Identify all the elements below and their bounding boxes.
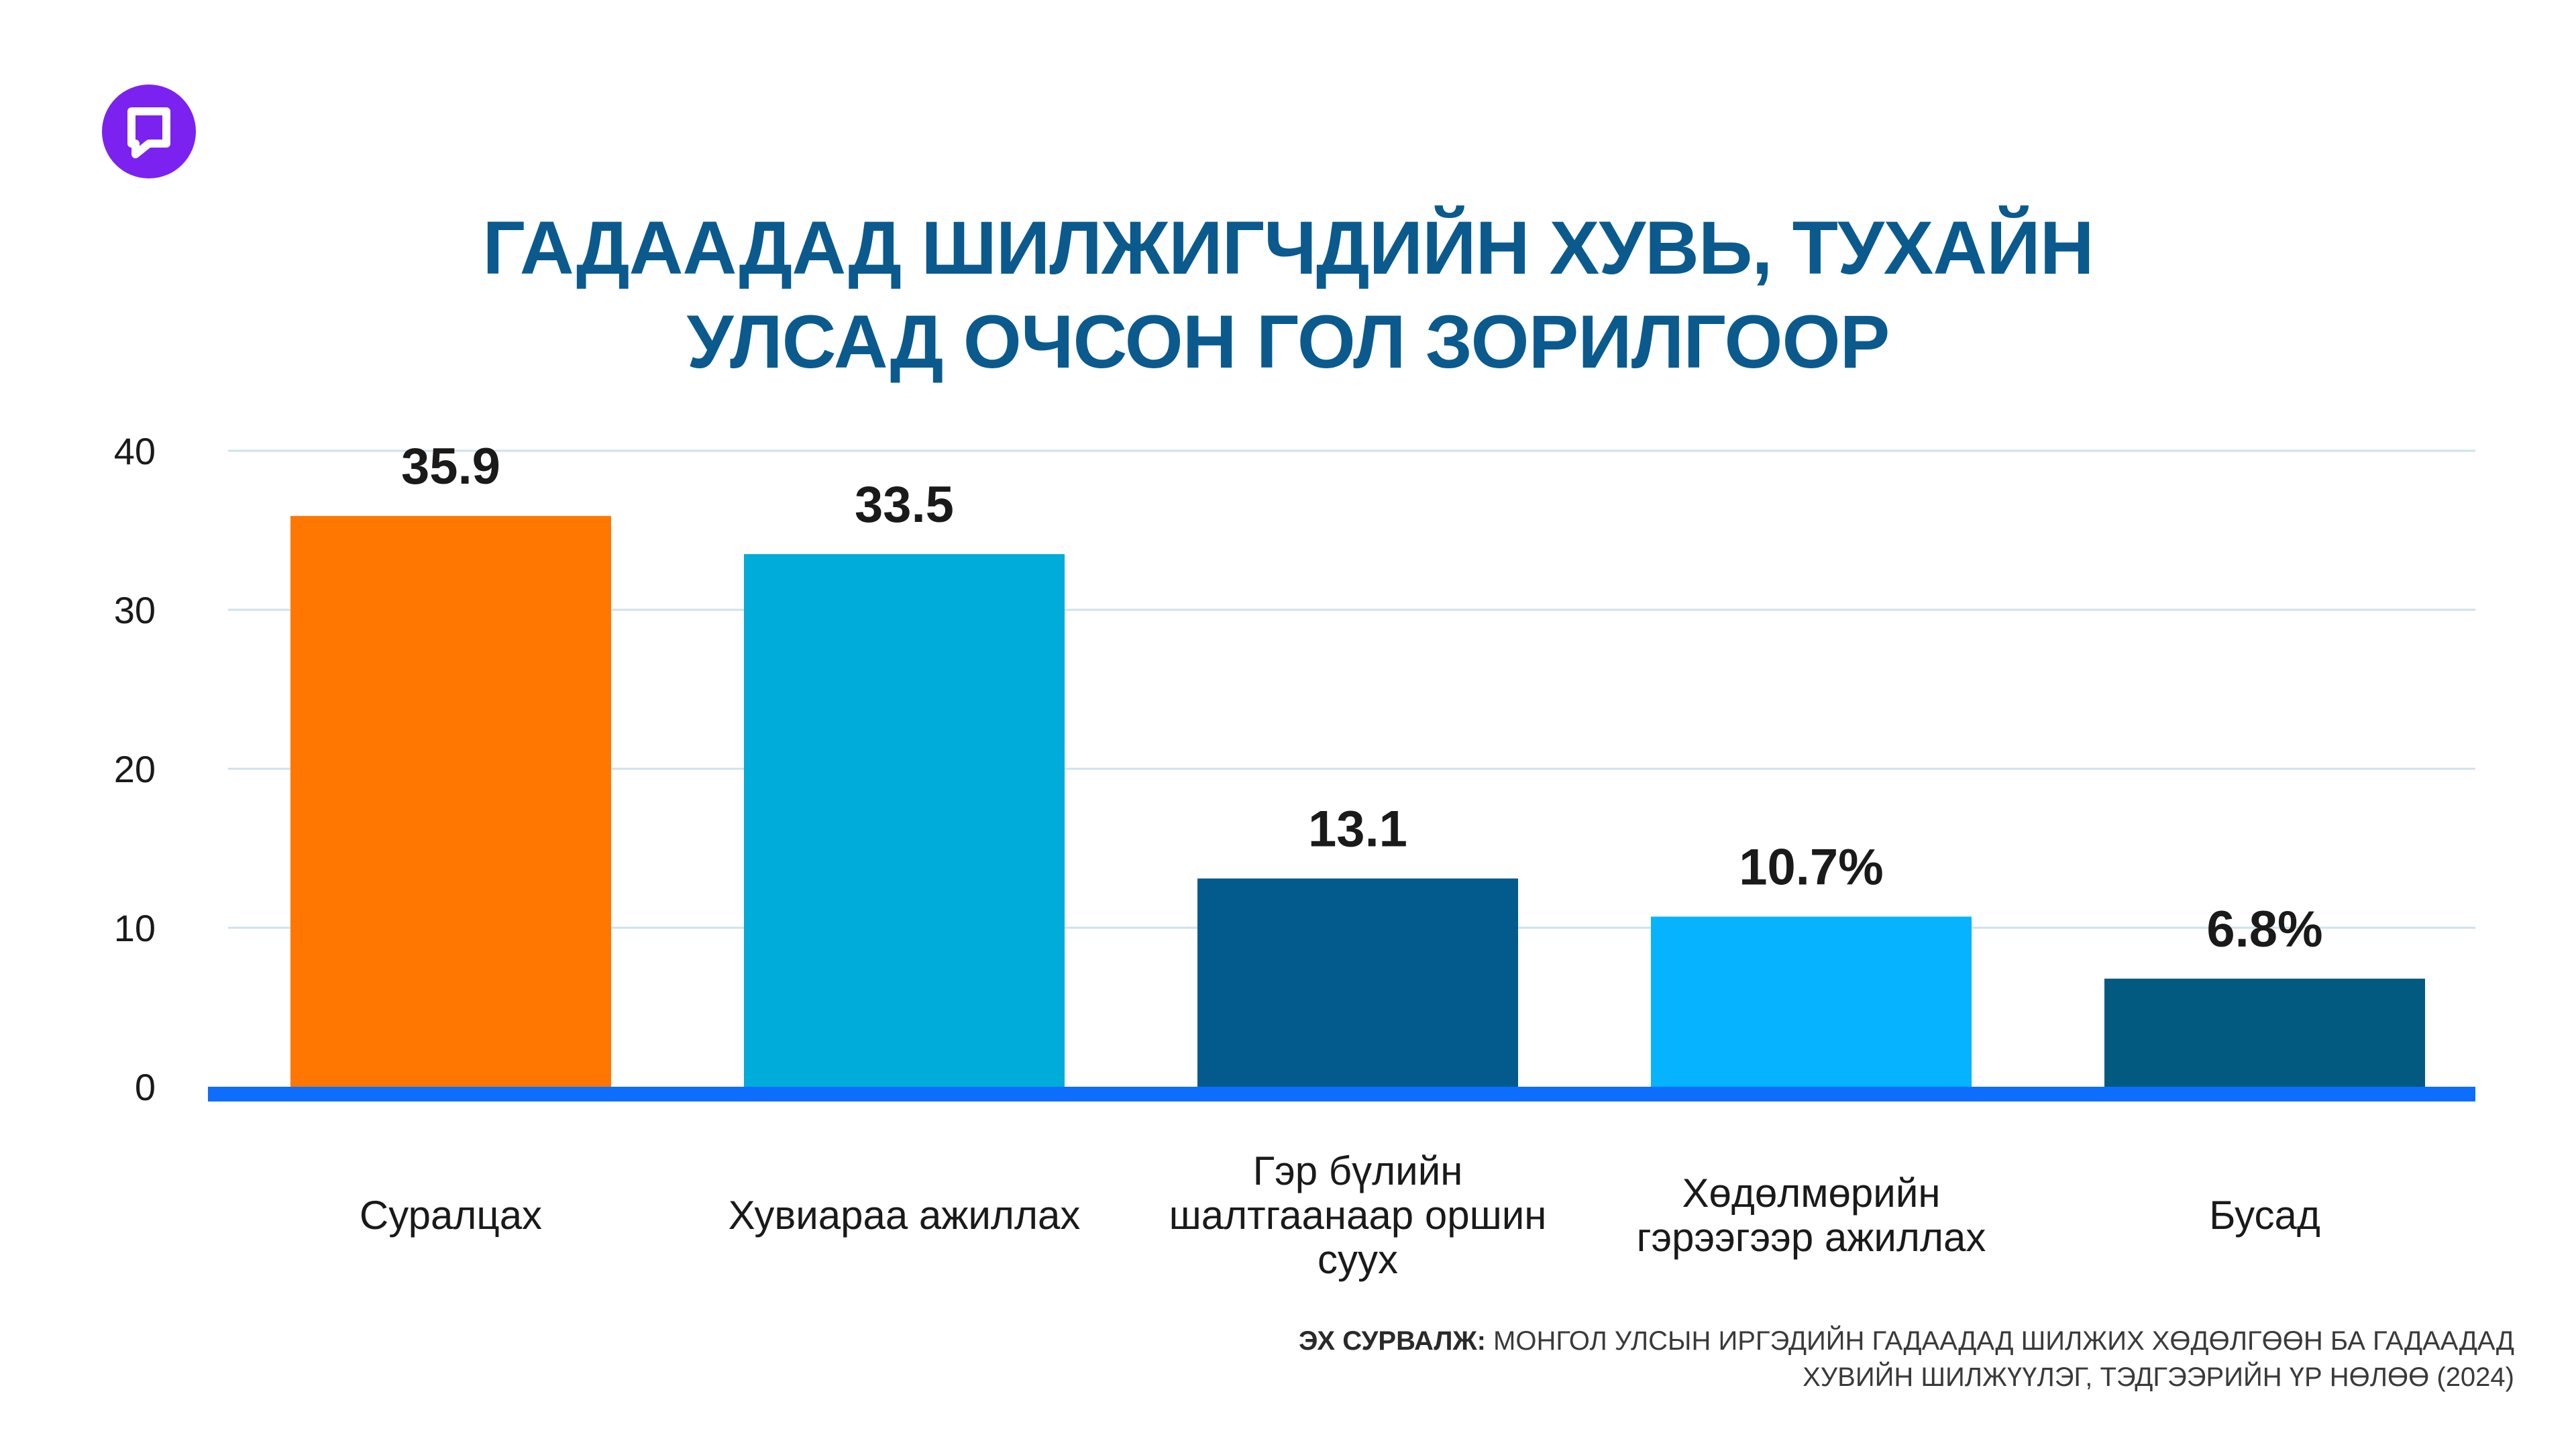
- x-tick-label: Хөдөлмөрийн: [1682, 1171, 1941, 1216]
- chart-title-line-2: УЛСАД ОЧСОН ГОЛ ЗОРИЛГООР: [686, 300, 1890, 384]
- chart-title-line-1: ГАДААДАД ШИЛЖИГЧДИЙН ХУВЬ, ТУХАЙН: [482, 206, 2094, 290]
- y-tick-label: 30: [114, 589, 156, 631]
- bar: [290, 516, 611, 1087]
- x-tick-label: суух: [1318, 1237, 1398, 1282]
- data-label: 6.8%: [2206, 901, 2322, 958]
- source-text-line-2: ХУВИЙН ШИЛЖҮҮЛЭГ, ТЭДГЭЭРИЙН ҮР НӨЛӨӨ (2…: [1803, 1362, 2514, 1392]
- x-tick-label: Гэр бүлийн: [1253, 1148, 1463, 1193]
- brand-logo-icon: [102, 85, 196, 178]
- data-label: 35.9: [401, 438, 500, 495]
- bar: [744, 554, 1065, 1087]
- y-tick-label: 40: [114, 430, 156, 472]
- y-tick-label: 10: [114, 907, 156, 949]
- logo-circle: [102, 85, 196, 178]
- source-note: ЭХ СУРВАЛЖ: МОНГОЛ УЛСЫН ИРГЭДИЙН ГАДААД…: [1299, 1323, 2514, 1395]
- source-text-line-1: МОНГОЛ УЛСЫН ИРГЭДИЙН ГАДААДАД ШИЛЖИХ ХӨ…: [1493, 1326, 2514, 1356]
- bar: [1651, 916, 1972, 1087]
- bar: [2104, 978, 2425, 1087]
- chart-title: ГАДААДАД ШИЛЖИГЧДИЙН ХУВЬ, ТУХАЙН УЛСАД …: [0, 201, 2576, 389]
- x-tick-label: гэрээгээр ажиллах: [1637, 1215, 1986, 1260]
- bar: [1197, 878, 1518, 1087]
- x-tick-label: шалтгаанаар оршин: [1169, 1193, 1547, 1238]
- data-label: 13.1: [1308, 801, 1407, 858]
- x-tick-label: Суралцах: [360, 1193, 542, 1238]
- x-axis-baseline: [208, 1087, 2475, 1102]
- data-label: 33.5: [855, 476, 954, 533]
- data-label: 10.7%: [1739, 839, 1884, 896]
- source-label: ЭХ СУРВАЛЖ:: [1298, 1326, 1486, 1356]
- y-tick-label: 0: [135, 1066, 156, 1108]
- y-tick-label: 20: [114, 748, 156, 790]
- x-tick-label: Бусад: [2209, 1193, 2320, 1238]
- x-tick-label: Хувиараа ажиллах: [729, 1193, 1081, 1238]
- speech-bubble-icon: [127, 107, 170, 158]
